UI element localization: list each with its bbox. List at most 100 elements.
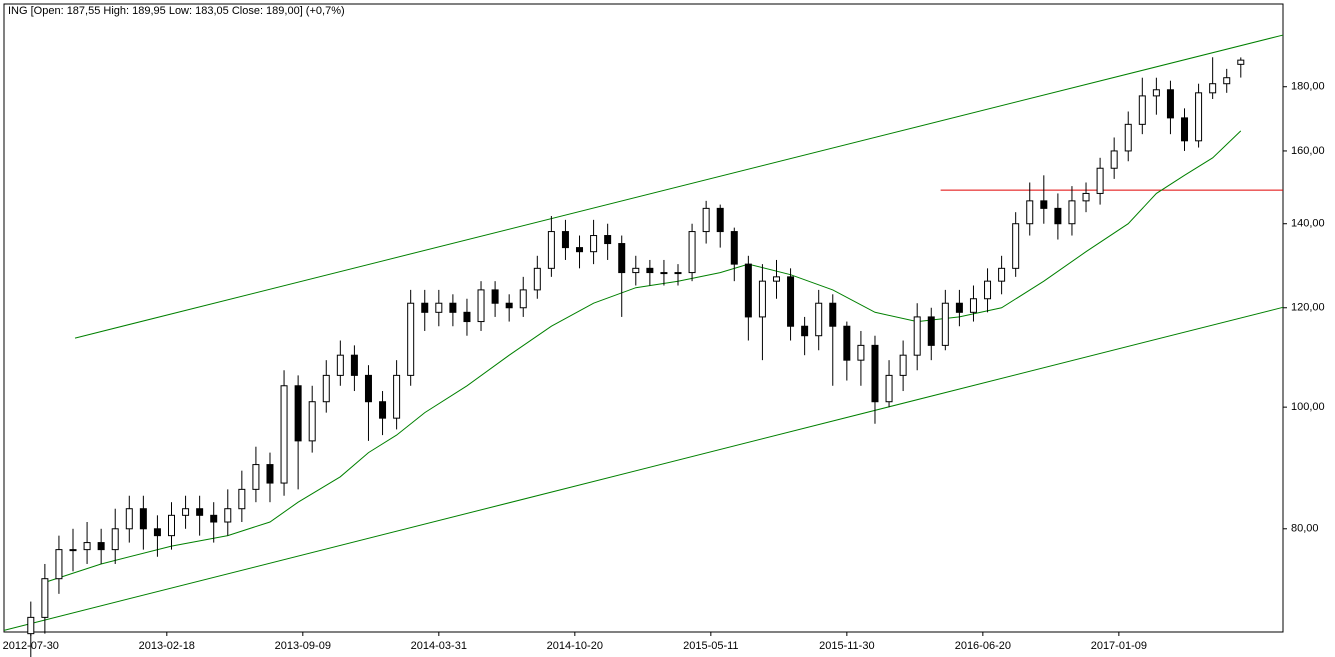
x-tick-label: 2013-09-09 — [275, 640, 331, 652]
candle-body — [1040, 200, 1048, 209]
candle-body — [336, 354, 344, 376]
candle-body — [998, 267, 1006, 282]
candle-body — [716, 207, 724, 233]
candle-body — [857, 344, 865, 361]
candle-body — [744, 263, 752, 318]
candle-body — [182, 508, 190, 516]
candle-body — [561, 231, 569, 249]
candle-body — [449, 302, 457, 313]
x-tick-label: 2015-05-11 — [683, 640, 738, 652]
candle-body — [604, 235, 612, 245]
x-tick-label: 2016-06-20 — [955, 640, 1011, 652]
x-tick-label: 2014-10-20 — [547, 640, 603, 652]
candle-body — [1223, 77, 1231, 85]
candle-body — [688, 231, 696, 274]
candle-body — [632, 267, 640, 274]
candle-body — [153, 528, 161, 537]
candle-body — [547, 231, 555, 269]
y-tick-label: 100,00 — [1291, 401, 1325, 413]
x-tick-label: 2017-01-09 — [1091, 640, 1147, 652]
candle-body — [1082, 192, 1090, 202]
trend-line — [3, 306, 1284, 631]
candle-body — [1181, 117, 1189, 142]
y-tick-label: 80,00 — [1291, 523, 1319, 535]
candle-body — [1237, 59, 1245, 65]
y-tick-label: 160,00 — [1291, 145, 1325, 157]
candle-body — [210, 514, 218, 523]
candle-body — [364, 374, 372, 403]
candle-body — [984, 280, 992, 300]
candle-body — [1026, 200, 1034, 225]
candle-body — [1152, 89, 1160, 97]
candle-body — [224, 508, 232, 523]
candle-body — [576, 247, 584, 253]
candle-body — [55, 549, 63, 580]
y-tick-label: 180,00 — [1291, 81, 1325, 93]
candle-body — [111, 528, 119, 551]
candle-body — [1096, 167, 1104, 194]
candle-body — [871, 344, 879, 403]
candle-body — [379, 401, 387, 419]
candle-body — [787, 276, 795, 327]
candle-body — [421, 302, 429, 313]
plot-frame — [3, 3, 1284, 633]
candle-body — [238, 488, 246, 510]
candle-body — [730, 231, 738, 265]
x-tick-label: 2015-11-30 — [819, 640, 874, 652]
candle-body — [702, 207, 710, 233]
candle-body — [758, 280, 766, 318]
candle-body — [350, 354, 358, 376]
candle-body — [69, 549, 77, 552]
candle-body — [125, 508, 133, 530]
candle-body — [27, 616, 35, 635]
candle-body — [280, 385, 288, 484]
candle-body — [815, 302, 823, 337]
candle-body — [294, 385, 302, 442]
candle-body — [1124, 123, 1132, 152]
candle-body — [899, 354, 907, 376]
candle-body — [308, 401, 316, 442]
candle-body — [393, 374, 401, 419]
candle-body — [885, 374, 893, 403]
candle-body — [41, 578, 49, 618]
chart-title: ING [Open: 187,55 High: 189,95 Low: 183,… — [8, 5, 345, 17]
candle-body — [618, 243, 626, 274]
y-tick-label: 120,00 — [1291, 302, 1325, 314]
candle-body — [1138, 95, 1146, 125]
candle-body — [646, 267, 654, 274]
x-tick-label: 2013-02-18 — [139, 640, 195, 652]
candle-body — [941, 302, 949, 346]
candle-body — [969, 298, 977, 313]
candle-body — [519, 289, 527, 309]
candle-body — [913, 316, 921, 356]
candle-body — [1166, 89, 1174, 119]
candle-body — [801, 325, 809, 337]
candle-body — [167, 514, 175, 537]
candle-body — [927, 316, 935, 346]
candle-body — [97, 542, 105, 551]
candle-body — [491, 289, 499, 304]
candle-body — [772, 276, 780, 282]
candle-body — [843, 325, 851, 361]
candle-body — [1068, 200, 1076, 225]
candle-body — [83, 542, 91, 551]
candle-body — [407, 302, 415, 376]
candle-body — [505, 302, 513, 309]
candle-body — [660, 272, 668, 275]
candle-body — [829, 302, 837, 327]
y-tick-label: 140,00 — [1291, 218, 1325, 230]
candle-body — [252, 464, 260, 490]
candle-body — [590, 235, 598, 253]
candle-body — [1012, 223, 1020, 269]
candle-body — [1209, 83, 1217, 94]
candle-body — [266, 464, 274, 484]
candle-body — [1195, 92, 1203, 142]
candle-body — [477, 289, 485, 323]
candle-body — [322, 374, 330, 403]
candle-body — [674, 272, 682, 275]
candle-body — [196, 508, 204, 516]
candle-body — [463, 311, 471, 323]
x-tick-label: 2014-03-31 — [411, 640, 467, 652]
